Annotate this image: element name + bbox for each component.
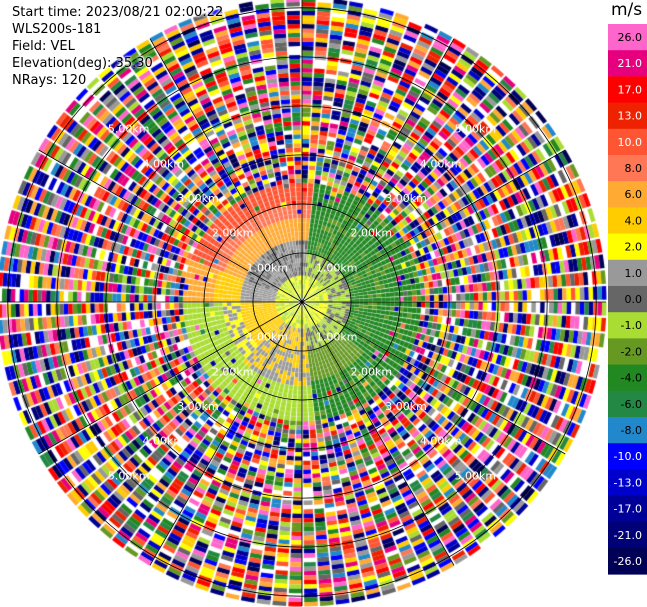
range-ring-label: 3.00km [385,400,427,413]
range-ring-label: 5.00km [108,123,150,136]
colorbar-tick-label: 26.0 [618,31,643,44]
range-ring-label: 1.00km [247,261,289,274]
colorbar-band [608,181,647,208]
colorbar-band [608,443,647,470]
azimuth-spoke [149,38,303,303]
colorbar-band [608,76,647,103]
colorbar-tick-label: -10.0 [614,450,642,463]
range-ring-label: 5.00km [455,469,497,482]
colorbar-tick-label: -4.0 [621,372,642,385]
colorbar-tick-label: -21.0 [614,529,642,542]
colorbar-band [608,521,647,549]
range-ring-label: 5.00km [455,123,497,136]
colorbar-band [608,364,647,392]
range-ring-label: 3.00km [177,192,219,205]
range-ring-label: 2.00km [351,365,393,378]
colorbar-tick-label: 21.0 [618,57,643,70]
azimuth-spoke [38,301,303,455]
colorbar-band [608,548,647,575]
colorbar-band [608,259,647,287]
elevation-text: Elevation(deg): 35.30 [12,56,153,71]
instrument-text: WLS200s-181 [12,22,102,37]
colorbar-tick-label: -2.0 [621,345,642,358]
scan-info-block: Start time: 2023/08/21 02:00:22 WLS200s-… [12,4,223,89]
colorbar-band [608,390,647,418]
azimuth-spoke [38,149,303,303]
colorbar-tick-label: -8.0 [621,424,642,437]
range-ring-label: 1.00km [316,331,358,344]
colorbar-band [608,155,647,182]
range-ring-label: 5.00km [108,469,150,482]
range-ring-label: 4.00km [420,435,462,448]
colorbar-tick-label: -17.0 [614,503,642,516]
colorbar-tick-label: 8.0 [625,162,643,175]
range-ring-label: 1.00km [316,261,358,274]
colorbar-band [608,338,647,365]
colorbar-tick-label: 0.0 [625,293,643,306]
range-ring-label: 4.00km [420,157,462,170]
colorbar-tick-label: 6.0 [625,188,643,201]
range-ring-label: 4.00km [143,157,185,170]
colorbar-tick-label: -30.0 [614,581,642,594]
colorbar-band [608,207,647,234]
start-time-text: Start time: 2023/08/21 02:00:22 [12,5,224,20]
colorbar-tick-label: 17.0 [618,83,643,96]
range-ring-label: 4.00km [143,435,185,448]
colorbar-band [608,495,647,523]
colorbar-tick-label: -6.0 [621,398,642,411]
colorbar-tick-label: 2.0 [625,241,643,254]
colorbar-unit-label: m/s [611,0,643,20]
azimuth-spoke [301,38,455,303]
range-ring-label: 2.00km [212,227,254,240]
azimuth-spoke [301,301,455,566]
nrays-text: NRays: 120 [12,73,87,88]
range-ring-label: 3.00km [385,192,427,205]
colorbar-band [608,50,647,77]
colorbar-tick-label: 10.0 [618,136,643,149]
colorbar: 26.0 21.0 17.0 13.0 10.0 8.0 6.0 4.0 2.0 1.0 0.0 -1… [608,24,647,594]
field-text: Field: VEL [12,39,75,54]
range-ring-label: 2.00km [351,227,393,240]
azimuth-spoke [149,301,303,566]
colorbar-tick-label: 1.0 [625,267,643,280]
colorbar-band [608,233,647,261]
colorbar-tick-label: 13.0 [618,110,643,123]
colorbar-tick-label: -1.0 [621,319,642,332]
colorbar-band [608,24,647,51]
colorbar-tick-label: -13.0 [614,476,642,489]
azimuth-spoke [301,149,566,303]
colorbar-band [608,102,647,130]
range-ring-label: 1.00km [247,331,289,344]
azimuth-spoke [301,301,566,455]
range-ring-label: 2.00km [212,365,254,378]
colorbar-band [608,128,647,156]
colorbar-band [608,286,647,313]
colorbar-band [608,312,647,339]
colorbar-band [608,417,647,444]
range-ring-label: 3.00km [177,400,219,413]
colorbar-tick-label: -26.0 [614,555,642,568]
colorbar-tick-label: 4.0 [625,214,643,227]
colorbar-band [608,469,647,496]
